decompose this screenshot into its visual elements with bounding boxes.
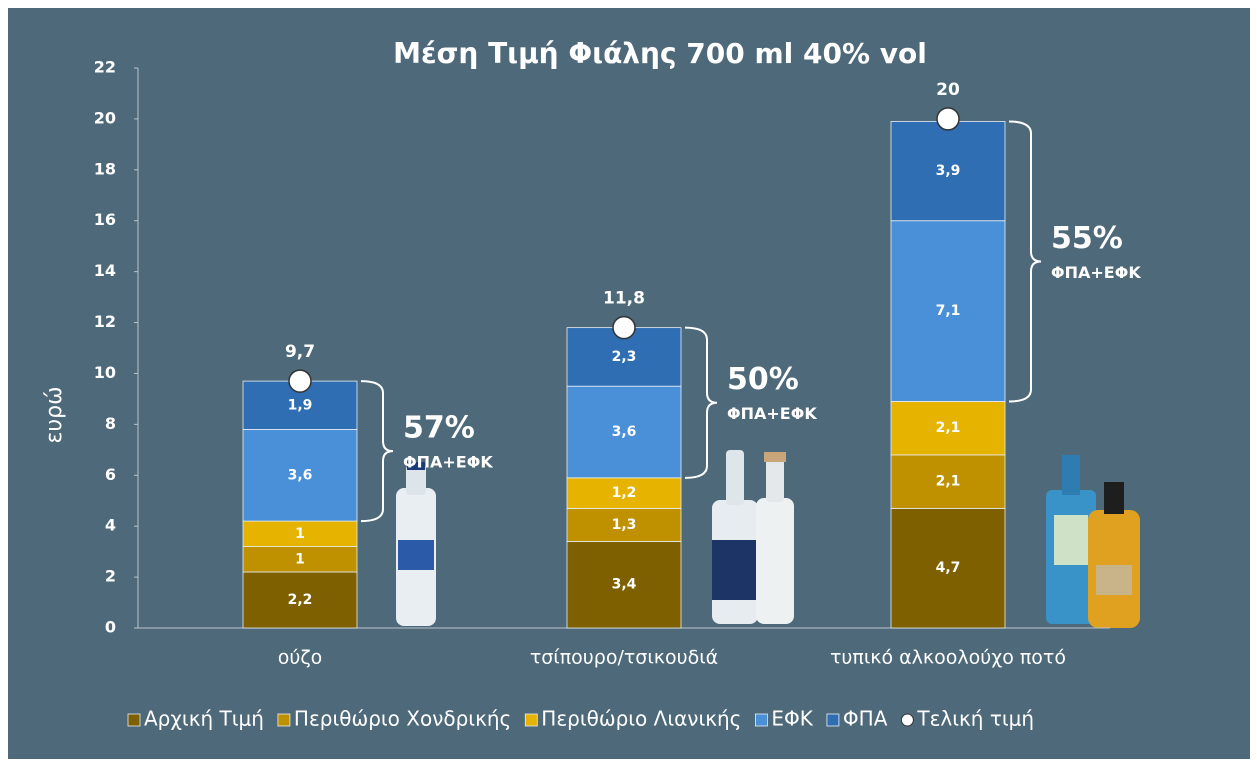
x-tick-label: ούζο	[278, 647, 323, 669]
data-label: 1,2	[612, 485, 637, 501]
legend-swatch	[525, 714, 537, 726]
total-marker	[289, 370, 311, 392]
legend-label: Τελική τιμή	[916, 707, 1034, 731]
y-tick-label: 10	[94, 363, 116, 382]
y-axis-label: ευρώ	[42, 386, 67, 443]
data-label: 3,9	[936, 163, 961, 179]
data-label: 3,6	[612, 424, 637, 440]
data-label: 3,4	[612, 577, 637, 593]
legend-label: Περιθώριο Λιανικής	[541, 707, 741, 731]
y-tick-label: 18	[94, 159, 116, 178]
y-tick-label: 22	[94, 58, 116, 77]
legend-swatch	[278, 714, 290, 726]
legend-swatch	[755, 714, 767, 726]
total-marker	[937, 108, 959, 130]
legend-label: Αρχική Τιμή	[144, 707, 264, 731]
legend-label: ΕΦΚ	[771, 707, 813, 731]
legend-swatch	[901, 714, 913, 726]
data-label: 2,3	[612, 349, 637, 365]
legend-swatch	[827, 714, 839, 726]
legend-label: Περιθώριο Χονδρικής	[294, 707, 511, 731]
data-label: 3,6	[288, 467, 313, 483]
y-tick-label: 2	[105, 567, 116, 586]
data-label: 1	[295, 551, 305, 567]
annotation-note: ΦΠΑ+ΕΦΚ	[1051, 263, 1141, 282]
x-tick-label: τσίπουρο/τσικουδιά	[530, 647, 718, 669]
data-label: 1,3	[612, 517, 637, 533]
y-tick-label: 14	[94, 261, 116, 280]
y-tick-label: 20	[94, 108, 116, 127]
y-tick-label: 4	[105, 516, 116, 535]
data-label: 7,1	[936, 303, 961, 319]
total-label: 11,8	[603, 289, 645, 309]
annotation-note: ΦΠΑ+ΕΦΚ	[403, 453, 493, 472]
annotation-label: 50%	[727, 362, 799, 397]
x-tick-label: τυπικό αλκοολούχο ποτό	[830, 647, 1066, 669]
annotation-note: ΦΠΑ+ΕΦΚ	[727, 404, 817, 423]
total-label: 9,7	[285, 342, 315, 362]
y-tick-label: 6	[105, 465, 116, 484]
y-tick-label: 8	[105, 414, 116, 433]
legend-label: ΦΠΑ	[843, 707, 888, 731]
total-marker	[613, 317, 635, 339]
legend-swatch	[128, 714, 140, 726]
chart-title: Μέση Τιμή Φιάλης 700 ml 40% vol	[393, 37, 927, 70]
total-label: 20	[936, 80, 960, 100]
data-label: 2,1	[936, 420, 961, 436]
y-tick-label: 0	[105, 618, 116, 637]
y-tick-label: 16	[94, 210, 116, 229]
y-tick-label: 12	[94, 312, 116, 331]
annotation-label: 55%	[1051, 221, 1123, 256]
chart: Μέση Τιμή Φιάλης 700 ml 40% vol ευρώ 0 2 4…	[0, 0, 1258, 767]
data-label: 2,2	[288, 592, 313, 608]
data-label: 1	[295, 526, 305, 542]
data-label: 1,9	[288, 397, 313, 413]
data-label: 4,7	[936, 560, 961, 576]
annotation-label: 57%	[403, 411, 475, 446]
data-label: 2,1	[936, 474, 961, 490]
